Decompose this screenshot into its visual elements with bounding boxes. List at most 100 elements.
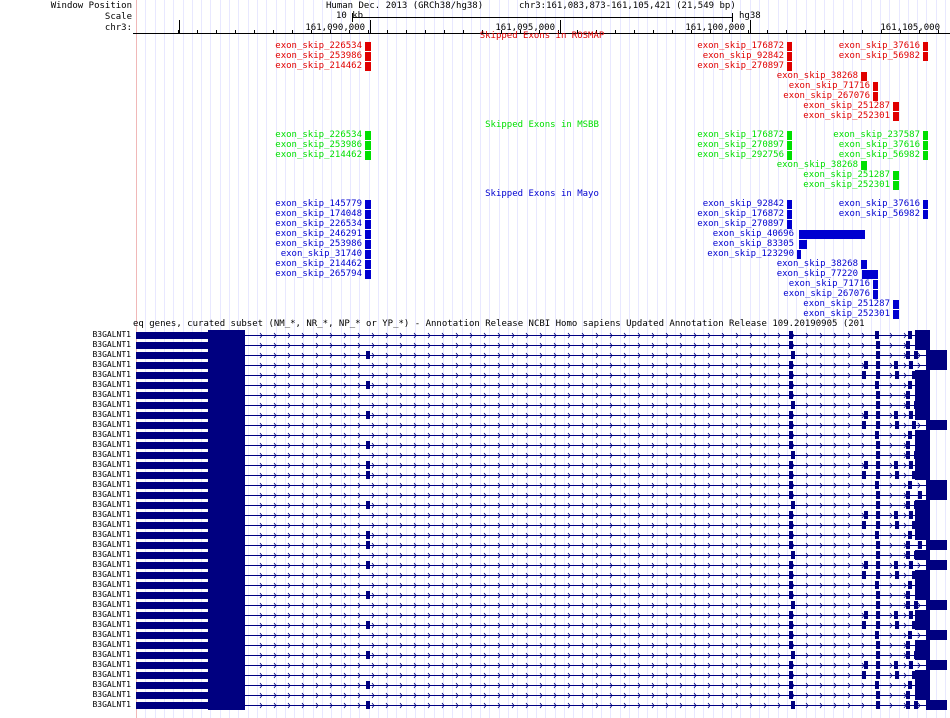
gene-name-label[interactable]: B3GALNT1 — [92, 470, 131, 479]
exon-bar[interactable] — [787, 151, 792, 160]
exon-label[interactable]: exon_skip_92842 — [702, 199, 784, 209]
exon-label[interactable]: exon_skip_226534 — [275, 41, 362, 51]
exon-label[interactable]: exon_skip_226534 — [275, 130, 362, 140]
gene-name-label[interactable]: B3GALNT1 — [92, 510, 131, 519]
exon-bar[interactable] — [787, 62, 792, 71]
transcript-row[interactable]: B3GALNT1 — [0, 570, 950, 580]
exon-bar[interactable] — [873, 290, 878, 299]
exon-bar[interactable] — [365, 42, 371, 51]
exon-label[interactable]: exon_skip_253986 — [275, 239, 362, 249]
exon-bar[interactable] — [787, 52, 792, 61]
exon-bar[interactable] — [893, 102, 899, 111]
track-title[interactable]: Skipped Exons in Mayo — [485, 189, 599, 199]
transcript-row[interactable]: B3GALNT1 — [0, 380, 950, 390]
exon-bar[interactable] — [923, 52, 928, 61]
transcript-row[interactable]: B3GALNT1 — [0, 430, 950, 440]
exon-bar[interactable] — [861, 161, 867, 170]
exon-label[interactable]: exon_skip_237587 — [833, 130, 920, 140]
exon-bar[interactable] — [365, 260, 371, 269]
gene-name-label[interactable]: B3GALNT1 — [92, 340, 131, 349]
exon-bar[interactable] — [365, 270, 371, 279]
gene-name-label[interactable]: B3GALNT1 — [92, 640, 131, 649]
transcript-row[interactable]: B3GALNT1 — [0, 340, 950, 350]
exon-bar[interactable] — [787, 131, 792, 140]
gene-name-label[interactable]: B3GALNT1 — [92, 420, 131, 429]
exon-label[interactable]: exon_skip_56982 — [838, 150, 920, 160]
genomic-location[interactable]: chr3:161,083,873-161,105,421 (21,549 bp) — [519, 1, 736, 11]
transcript-row[interactable]: B3GALNT1 — [0, 350, 950, 360]
transcript-row[interactable]: B3GALNT1 — [0, 650, 950, 660]
gene-name-label[interactable]: B3GALNT1 — [92, 410, 131, 419]
gene-name-label[interactable]: B3GALNT1 — [92, 560, 131, 569]
exon-label[interactable]: exon_skip_252301 — [803, 111, 890, 121]
exon-label[interactable]: exon_skip_38268 — [776, 160, 858, 170]
exon-label[interactable]: exon_skip_176872 — [697, 41, 784, 51]
exon-label[interactable]: exon_skip_56982 — [838, 51, 920, 61]
exon-bar[interactable] — [799, 230, 865, 239]
gene-name-label[interactable]: B3GALNT1 — [92, 650, 131, 659]
exon-bar[interactable] — [365, 52, 371, 61]
exon-label[interactable]: exon_skip_83305 — [712, 239, 794, 249]
exon-bar[interactable] — [861, 260, 867, 269]
exon-label[interactable]: exon_skip_267076 — [783, 91, 870, 101]
gene-name-label[interactable]: B3GALNT1 — [92, 450, 131, 459]
transcript-row[interactable]: B3GALNT1 — [0, 680, 950, 690]
transcript-row[interactable]: B3GALNT1 — [0, 530, 950, 540]
transcript-row[interactable]: B3GALNT1 — [0, 540, 950, 550]
exon-bar[interactable] — [365, 131, 371, 140]
exon-bar[interactable] — [799, 240, 807, 249]
exon-label[interactable]: exon_skip_253986 — [275, 51, 362, 61]
exon-label[interactable]: exon_skip_37616 — [838, 199, 920, 209]
transcript-row[interactable]: B3GALNT1 — [0, 470, 950, 480]
exon-bar[interactable] — [923, 131, 928, 140]
gene-name-label[interactable]: B3GALNT1 — [92, 590, 131, 599]
exon-label[interactable]: exon_skip_253986 — [275, 140, 362, 150]
exon-bar[interactable] — [893, 300, 899, 309]
exon-label[interactable]: exon_skip_292756 — [697, 150, 784, 160]
gene-name-label[interactable]: B3GALNT1 — [92, 610, 131, 619]
gene-name-label[interactable]: B3GALNT1 — [92, 660, 131, 669]
exon-label[interactable]: exon_skip_145779 — [275, 199, 362, 209]
gene-name-label[interactable]: B3GALNT1 — [92, 550, 131, 559]
exon-bar[interactable] — [787, 220, 792, 229]
gene-name-label[interactable]: B3GALNT1 — [92, 700, 131, 709]
gene-name-label[interactable]: B3GALNT1 — [92, 500, 131, 509]
exon-bar[interactable] — [873, 82, 878, 91]
exon-label[interactable]: exon_skip_176872 — [697, 130, 784, 140]
gene-name-label[interactable]: B3GALNT1 — [92, 430, 131, 439]
exon-bar[interactable] — [923, 151, 928, 160]
exon-label[interactable]: exon_skip_270897 — [697, 61, 784, 71]
gene-name-label[interactable]: B3GALNT1 — [92, 680, 131, 689]
exon-label[interactable]: exon_skip_214462 — [275, 150, 362, 160]
exon-bar[interactable] — [787, 200, 792, 209]
exon-label[interactable]: exon_skip_92842 — [702, 51, 784, 61]
gene-name-label[interactable]: B3GALNT1 — [92, 600, 131, 609]
exon-bar[interactable] — [873, 92, 878, 101]
transcript-row[interactable]: B3GALNT1 — [0, 640, 950, 650]
gene-name-label[interactable]: B3GALNT1 — [92, 520, 131, 529]
gene-name-label[interactable]: B3GALNT1 — [92, 460, 131, 469]
exon-label[interactable]: exon_skip_123290 — [707, 249, 794, 259]
exon-label[interactable]: exon_skip_40696 — [712, 229, 794, 239]
exon-label[interactable]: exon_skip_214462 — [275, 259, 362, 269]
exon-bar[interactable] — [893, 310, 899, 319]
exon-label[interactable]: exon_skip_31740 — [280, 249, 362, 259]
track-title[interactable]: Skipped Exons in MSBB — [485, 120, 599, 130]
exon-bar[interactable] — [923, 42, 928, 51]
transcript-row[interactable]: B3GALNT1 — [0, 390, 950, 400]
gene-name-label[interactable]: B3GALNT1 — [92, 350, 131, 359]
exon-label[interactable]: exon_skip_251287 — [803, 101, 890, 111]
exon-bar[interactable] — [365, 62, 371, 71]
exon-label[interactable]: exon_skip_265794 — [275, 269, 362, 279]
exon-label[interactable]: exon_skip_37616 — [838, 41, 920, 51]
gene-name-label[interactable]: B3GALNT1 — [92, 360, 131, 369]
exon-bar[interactable] — [873, 280, 878, 289]
gene-name-label[interactable]: B3GALNT1 — [92, 670, 131, 679]
exon-label[interactable]: exon_skip_71716 — [788, 81, 870, 91]
exon-bar[interactable] — [923, 141, 928, 150]
transcript-row[interactable]: B3GALNT1 — [0, 450, 950, 460]
gene-name-label[interactable]: B3GALNT1 — [92, 540, 131, 549]
exon-label[interactable]: exon_skip_270897 — [697, 219, 784, 229]
exon-bar[interactable] — [923, 200, 928, 209]
exon-bar[interactable] — [893, 112, 899, 121]
